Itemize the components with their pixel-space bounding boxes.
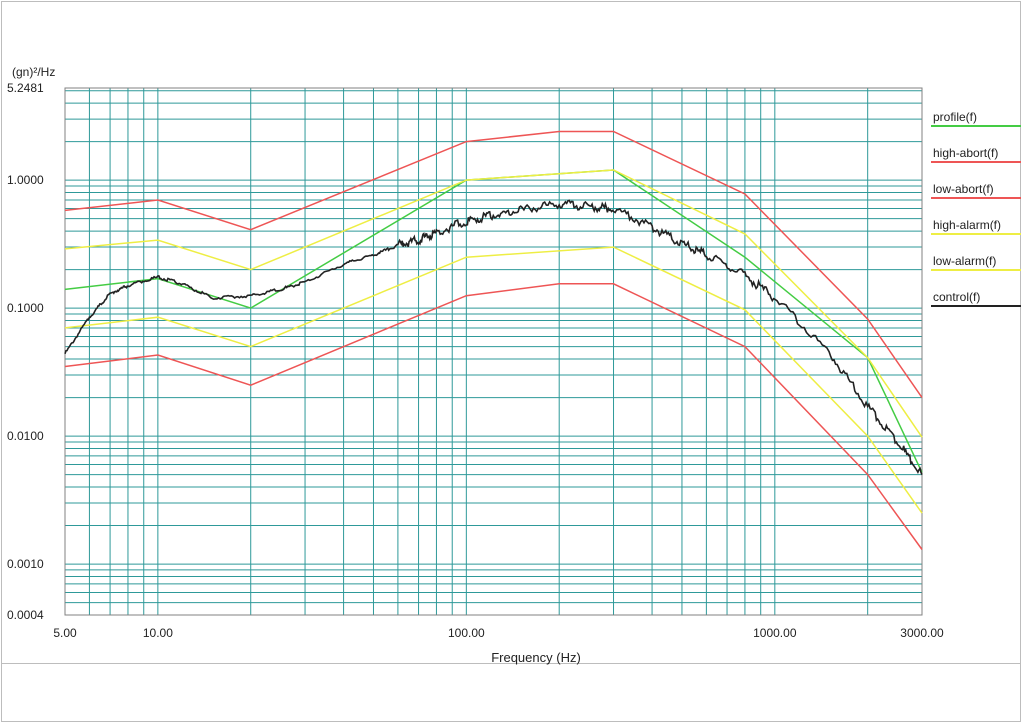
y-axis-label: (gn)²/Hz xyxy=(12,65,55,79)
x-tick-label: 1000.00 xyxy=(753,626,797,640)
x-tick-label: 100.00 xyxy=(448,626,485,640)
series-line-low-alarmf xyxy=(64,246,923,514)
x-tick-label: 5.00 xyxy=(53,626,77,640)
grid xyxy=(65,88,922,615)
plot-area-border xyxy=(64,87,923,616)
series-line-high-alarmf xyxy=(64,169,923,438)
legend-label: control(f) xyxy=(933,290,980,304)
y-tick-label: 5.2481 xyxy=(7,81,44,95)
legend-label: high-abort(f) xyxy=(933,146,998,160)
y-tick-label: 0.0010 xyxy=(7,557,44,571)
legend-label: low-abort(f) xyxy=(933,182,994,196)
legend-label: profile(f) xyxy=(933,110,977,124)
series-layer xyxy=(64,130,923,550)
x-axis-label: Frequency (Hz) xyxy=(491,650,581,665)
series-line-high-abortf xyxy=(64,130,923,399)
tick-labels: 5.00 10.00 100.00 1000.00 3000.00 5.2481 1.000… xyxy=(7,81,944,640)
x-tick-label: 3000.00 xyxy=(900,626,944,640)
series-line-controlf xyxy=(64,199,923,475)
legend-label: high-alarm(f) xyxy=(933,218,1001,232)
legend-label: low-alarm(f) xyxy=(933,254,996,268)
y-tick-label: 0.1000 xyxy=(7,301,44,315)
y-tick-label: 1.0000 xyxy=(7,173,44,187)
bottom-panel-divider xyxy=(1,663,1021,664)
y-tick-label: 0.0100 xyxy=(7,429,44,443)
x-tick-label: 10.00 xyxy=(143,626,173,640)
series-line-low-abortf xyxy=(64,283,923,550)
legend: profile(f) high-abort(f) low-abort(f) high-… xyxy=(931,110,1021,307)
y-tick-label: 0.0004 xyxy=(7,608,44,622)
